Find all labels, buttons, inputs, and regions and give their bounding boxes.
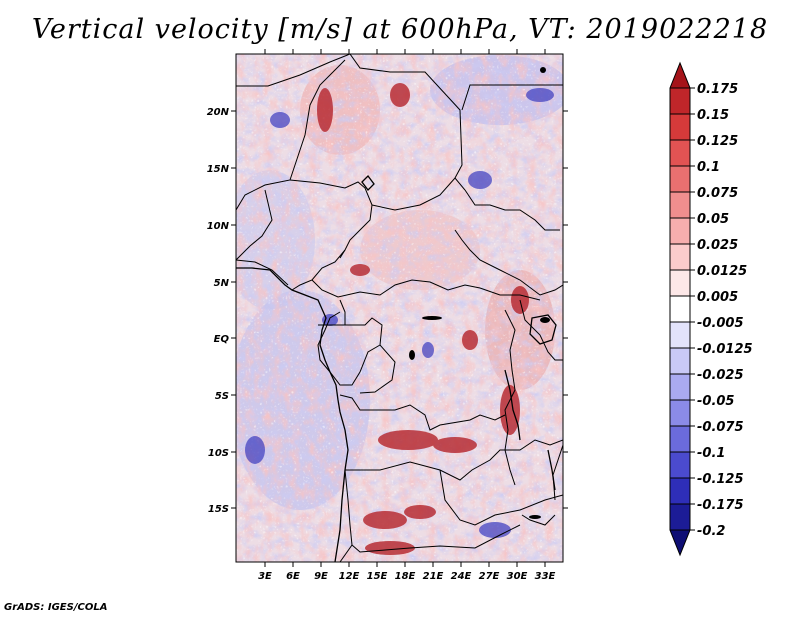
cb-label-17: -0.2 — [697, 524, 725, 539]
cb-label-14: -0.1 — [697, 446, 725, 461]
coastline — [236, 267, 349, 562]
colorbar-swatch-16 — [670, 478, 690, 504]
cb-label-5: 0.05 — [697, 212, 729, 227]
lon-label-27e: 27E — [479, 571, 500, 582]
lat-label-10s: 10S — [208, 448, 229, 459]
cb-label-3: 0.1 — [697, 160, 720, 175]
map-title: Vertical velocity [m/s] at 600hPa, VT: 2… — [31, 14, 769, 45]
colorbar-swatch-11 — [670, 348, 690, 374]
cb-label-2: 0.125 — [697, 134, 738, 149]
colorbar: 0.175 0.15 0.125 0.1 0.075 0.05 0.025 0.… — [669, 61, 753, 557]
lake-tanganyika — [504, 369, 521, 441]
velocity-field — [236, 54, 563, 562]
colorbar-labels: 0.175 0.15 0.125 0.1 0.075 0.05 0.025 0.… — [697, 82, 753, 539]
lon-label-24e: 24E — [451, 571, 472, 582]
colorbar-swatch-5 — [670, 192, 690, 218]
lon-label-33e: 33E — [535, 571, 556, 582]
colorbar-swatch-9 — [670, 296, 690, 322]
lon-label-30e: 30E — [507, 571, 528, 582]
lon-label-18e: 18E — [395, 571, 416, 582]
cb-label-11: -0.025 — [697, 368, 744, 383]
lat-label-15n: 15N — [207, 164, 230, 175]
lake-victoria — [529, 314, 557, 345]
lat-label-15s: 15S — [208, 504, 229, 515]
cb-label-10: -0.0125 — [697, 342, 753, 357]
colorbar-swatch-12 — [670, 374, 690, 400]
lake-chad — [361, 175, 375, 191]
grads-credit: GrADS: IGES/COLA — [4, 602, 108, 613]
colorbar-swatch-10 — [670, 322, 690, 348]
lon-label-9e: 9E — [314, 571, 328, 582]
cb-label-7: 0.0125 — [697, 264, 747, 279]
lake-malawi — [547, 449, 556, 491]
colorbar-swatch-2 — [670, 114, 690, 140]
longitude-axis: 3E 6E 9E 12E 15E 18E 21E 24E 27E 30E 33E — [258, 49, 556, 582]
lon-label-12e: 12E — [339, 571, 360, 582]
cb-label-15: -0.125 — [697, 472, 744, 487]
lat-label-20n: 20N — [207, 107, 230, 118]
cb-label-6: 0.025 — [697, 238, 738, 253]
colorbar-swatch-4 — [670, 166, 690, 192]
lat-label-5n: 5N — [214, 278, 230, 289]
cb-label-9: -0.005 — [697, 316, 744, 331]
cb-label-4: 0.075 — [697, 186, 738, 201]
colorbar-swatch-15 — [670, 452, 690, 478]
lon-label-21e: 21E — [423, 571, 444, 582]
cb-label-8: 0.005 — [697, 290, 738, 305]
colorbar-swatches — [670, 63, 690, 555]
colorbar-swatch-3 — [670, 140, 690, 166]
latitude-axis: 20N 15N 10N 5N EQ 5S 10S 15S — [207, 107, 568, 515]
colorbar-swatch-6 — [670, 218, 690, 244]
colorbar-dividers — [670, 87, 695, 531]
water-bodies — [409, 67, 550, 519]
colorbar-swatch-13 — [670, 400, 690, 426]
colorbar-swatch-0 — [670, 63, 690, 88]
lon-label-3e: 3E — [258, 571, 272, 582]
lon-label-6e: 6E — [286, 571, 300, 582]
lon-label-15e: 15E — [367, 571, 388, 582]
cb-label-16: -0.175 — [697, 498, 744, 513]
colorbar-swatch-7 — [670, 244, 690, 270]
colorbar-swatch-1 — [670, 88, 690, 114]
colorbar-swatch-17 — [670, 504, 690, 530]
lat-label-10n: 10N — [207, 221, 230, 232]
colorbar-swatch-18 — [670, 530, 690, 555]
country-boundaries — [236, 54, 563, 562]
colorbar-swatch-8 — [670, 270, 690, 296]
map-frame — [235, 53, 564, 563]
colorbar-swatch-14 — [670, 426, 690, 452]
cb-label-1: 0.15 — [697, 108, 729, 123]
lat-label-5s: 5S — [215, 391, 229, 402]
cb-label-0: 0.175 — [697, 82, 738, 97]
cb-label-13: -0.075 — [697, 420, 744, 435]
lat-label-eq: EQ — [214, 334, 230, 345]
cb-label-12: -0.05 — [697, 394, 734, 409]
